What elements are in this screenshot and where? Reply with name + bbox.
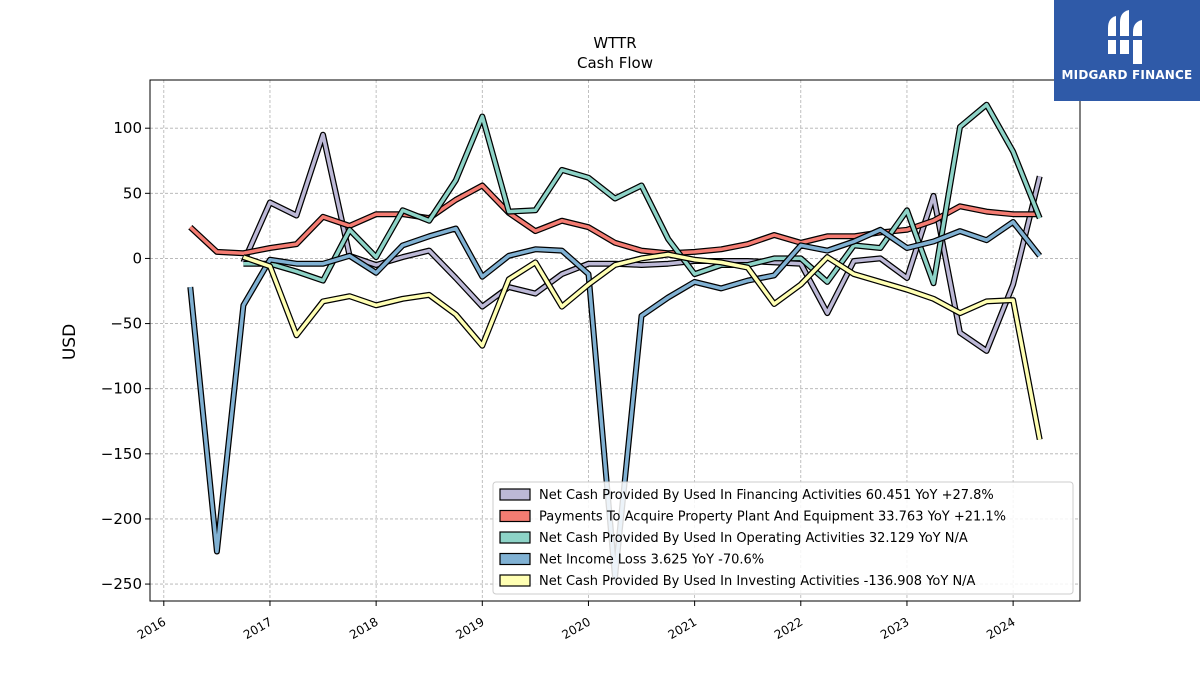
- legend-swatch: [499, 509, 531, 523]
- legend-swatch: [499, 531, 531, 544]
- legend-label: Payments To Acquire Property Plant And E…: [539, 510, 1006, 525]
- legend-swatch: [499, 488, 531, 501]
- midgard-finance-logo: MIDGARD FINANCE: [1054, 0, 1200, 101]
- legend-swatch: [499, 552, 531, 566]
- x-tick-label: 2017: [241, 615, 274, 642]
- series-line: [242, 252, 1042, 440]
- x-tick-label: 2021: [666, 615, 699, 642]
- y-tick-label: −100: [101, 380, 142, 398]
- x-tick-label: 2022: [772, 615, 805, 642]
- midgard-logo-icon: [1106, 10, 1146, 64]
- x-tick-label: 2019: [453, 615, 486, 642]
- y-tick-label: 100: [113, 119, 142, 137]
- logo-text: MIDGARD FINANCE: [1061, 68, 1193, 82]
- legend-label: Net Cash Provided By Used In Operating A…: [539, 531, 968, 546]
- series-4: [242, 251, 1043, 441]
- y-axis-label: USD: [60, 324, 80, 360]
- x-tick-label: 2018: [347, 615, 380, 642]
- x-tick-label: 2020: [560, 615, 593, 642]
- chart-subtitle: Cash Flow: [577, 54, 653, 72]
- y-tick-label: −150: [101, 445, 142, 463]
- y-tick-label: −200: [101, 510, 142, 528]
- plot-frame: [149, 79, 1081, 602]
- y-tick-label: 50: [123, 184, 142, 202]
- legend-box: [492, 481, 1074, 595]
- legend: Net Cash Provided By Used In Financing A…: [492, 481, 1074, 595]
- series-2: [243, 101, 1043, 287]
- legend-swatch: [499, 574, 531, 587]
- legend-label: Net Cash Provided By Used In Financing A…: [539, 488, 994, 503]
- series-outline: [242, 251, 1043, 441]
- legend-label: Net Income Loss 3.625 YoY -70.6%: [539, 553, 764, 568]
- y-tick-label: 0: [132, 249, 142, 267]
- chart-title: WTTR: [593, 34, 636, 52]
- x-tick-label: 2016: [135, 615, 168, 642]
- y-tick-label: −250: [101, 575, 142, 593]
- legend-label: Net Cash Provided By Used In Investing A…: [539, 574, 976, 589]
- y-tick-label: −50: [110, 315, 142, 333]
- x-tick-label: 2024: [984, 615, 1017, 642]
- x-tick-label: 2023: [878, 615, 911, 642]
